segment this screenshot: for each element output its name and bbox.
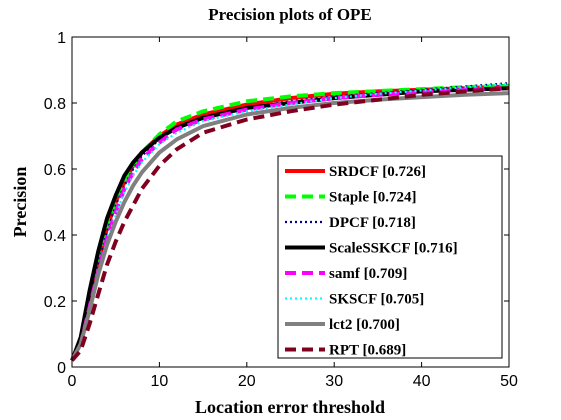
x-tick-label: 20 [238, 373, 256, 390]
legend-label-3: ScaleSSKCF [0.716] [329, 241, 458, 257]
legend-label-4: samf [0.709] [329, 266, 407, 282]
plot-frame [71, 36, 510, 368]
chart-title: Precision plots of OPE [208, 5, 372, 24]
tick-layer: 0 10 20 30 40 50 0 0.2 0.4 0.6 0.8 1 [44, 30, 518, 390]
legend-label-6: lct2 [0.700] [329, 317, 400, 333]
x-tick-label: 40 [413, 373, 431, 390]
legend-label-2: DPCF [0.718] [329, 215, 416, 231]
x-axis-label: Location error threshold [195, 397, 385, 417]
legend-label-7: RPT [0.689] [329, 343, 406, 359]
legend-label-1: Staple [0.724] [329, 190, 417, 206]
series-line-1 [70, 83, 510, 362]
x-tick-label: 50 [500, 373, 518, 390]
y-tick-label: 0.2 [44, 294, 66, 311]
x-tick-label: 30 [325, 373, 343, 390]
x-tick-label: 10 [151, 373, 169, 390]
y-tick-label: 0 [57, 360, 66, 377]
series-line-5 [71, 82, 510, 361]
legend-label-0: SRDCF [0.726] [329, 164, 426, 180]
legend-label-5: SKSCF [0.705] [329, 292, 424, 308]
legend: SRDCF [0.726] Staple [0.724] DPCF [0.718] S… [277, 155, 503, 359]
series-layer [70, 82, 510, 362]
y-tick-label: 1 [57, 30, 66, 47]
y-tick-label: 0.6 [44, 162, 66, 179]
x-tick-label: 0 [68, 373, 77, 390]
series-line-7 [70, 86, 510, 362]
y-axis-label: Precision [10, 167, 30, 238]
y-tick-label: 0.8 [44, 96, 66, 113]
y-tick-label: 0.4 [44, 228, 66, 245]
